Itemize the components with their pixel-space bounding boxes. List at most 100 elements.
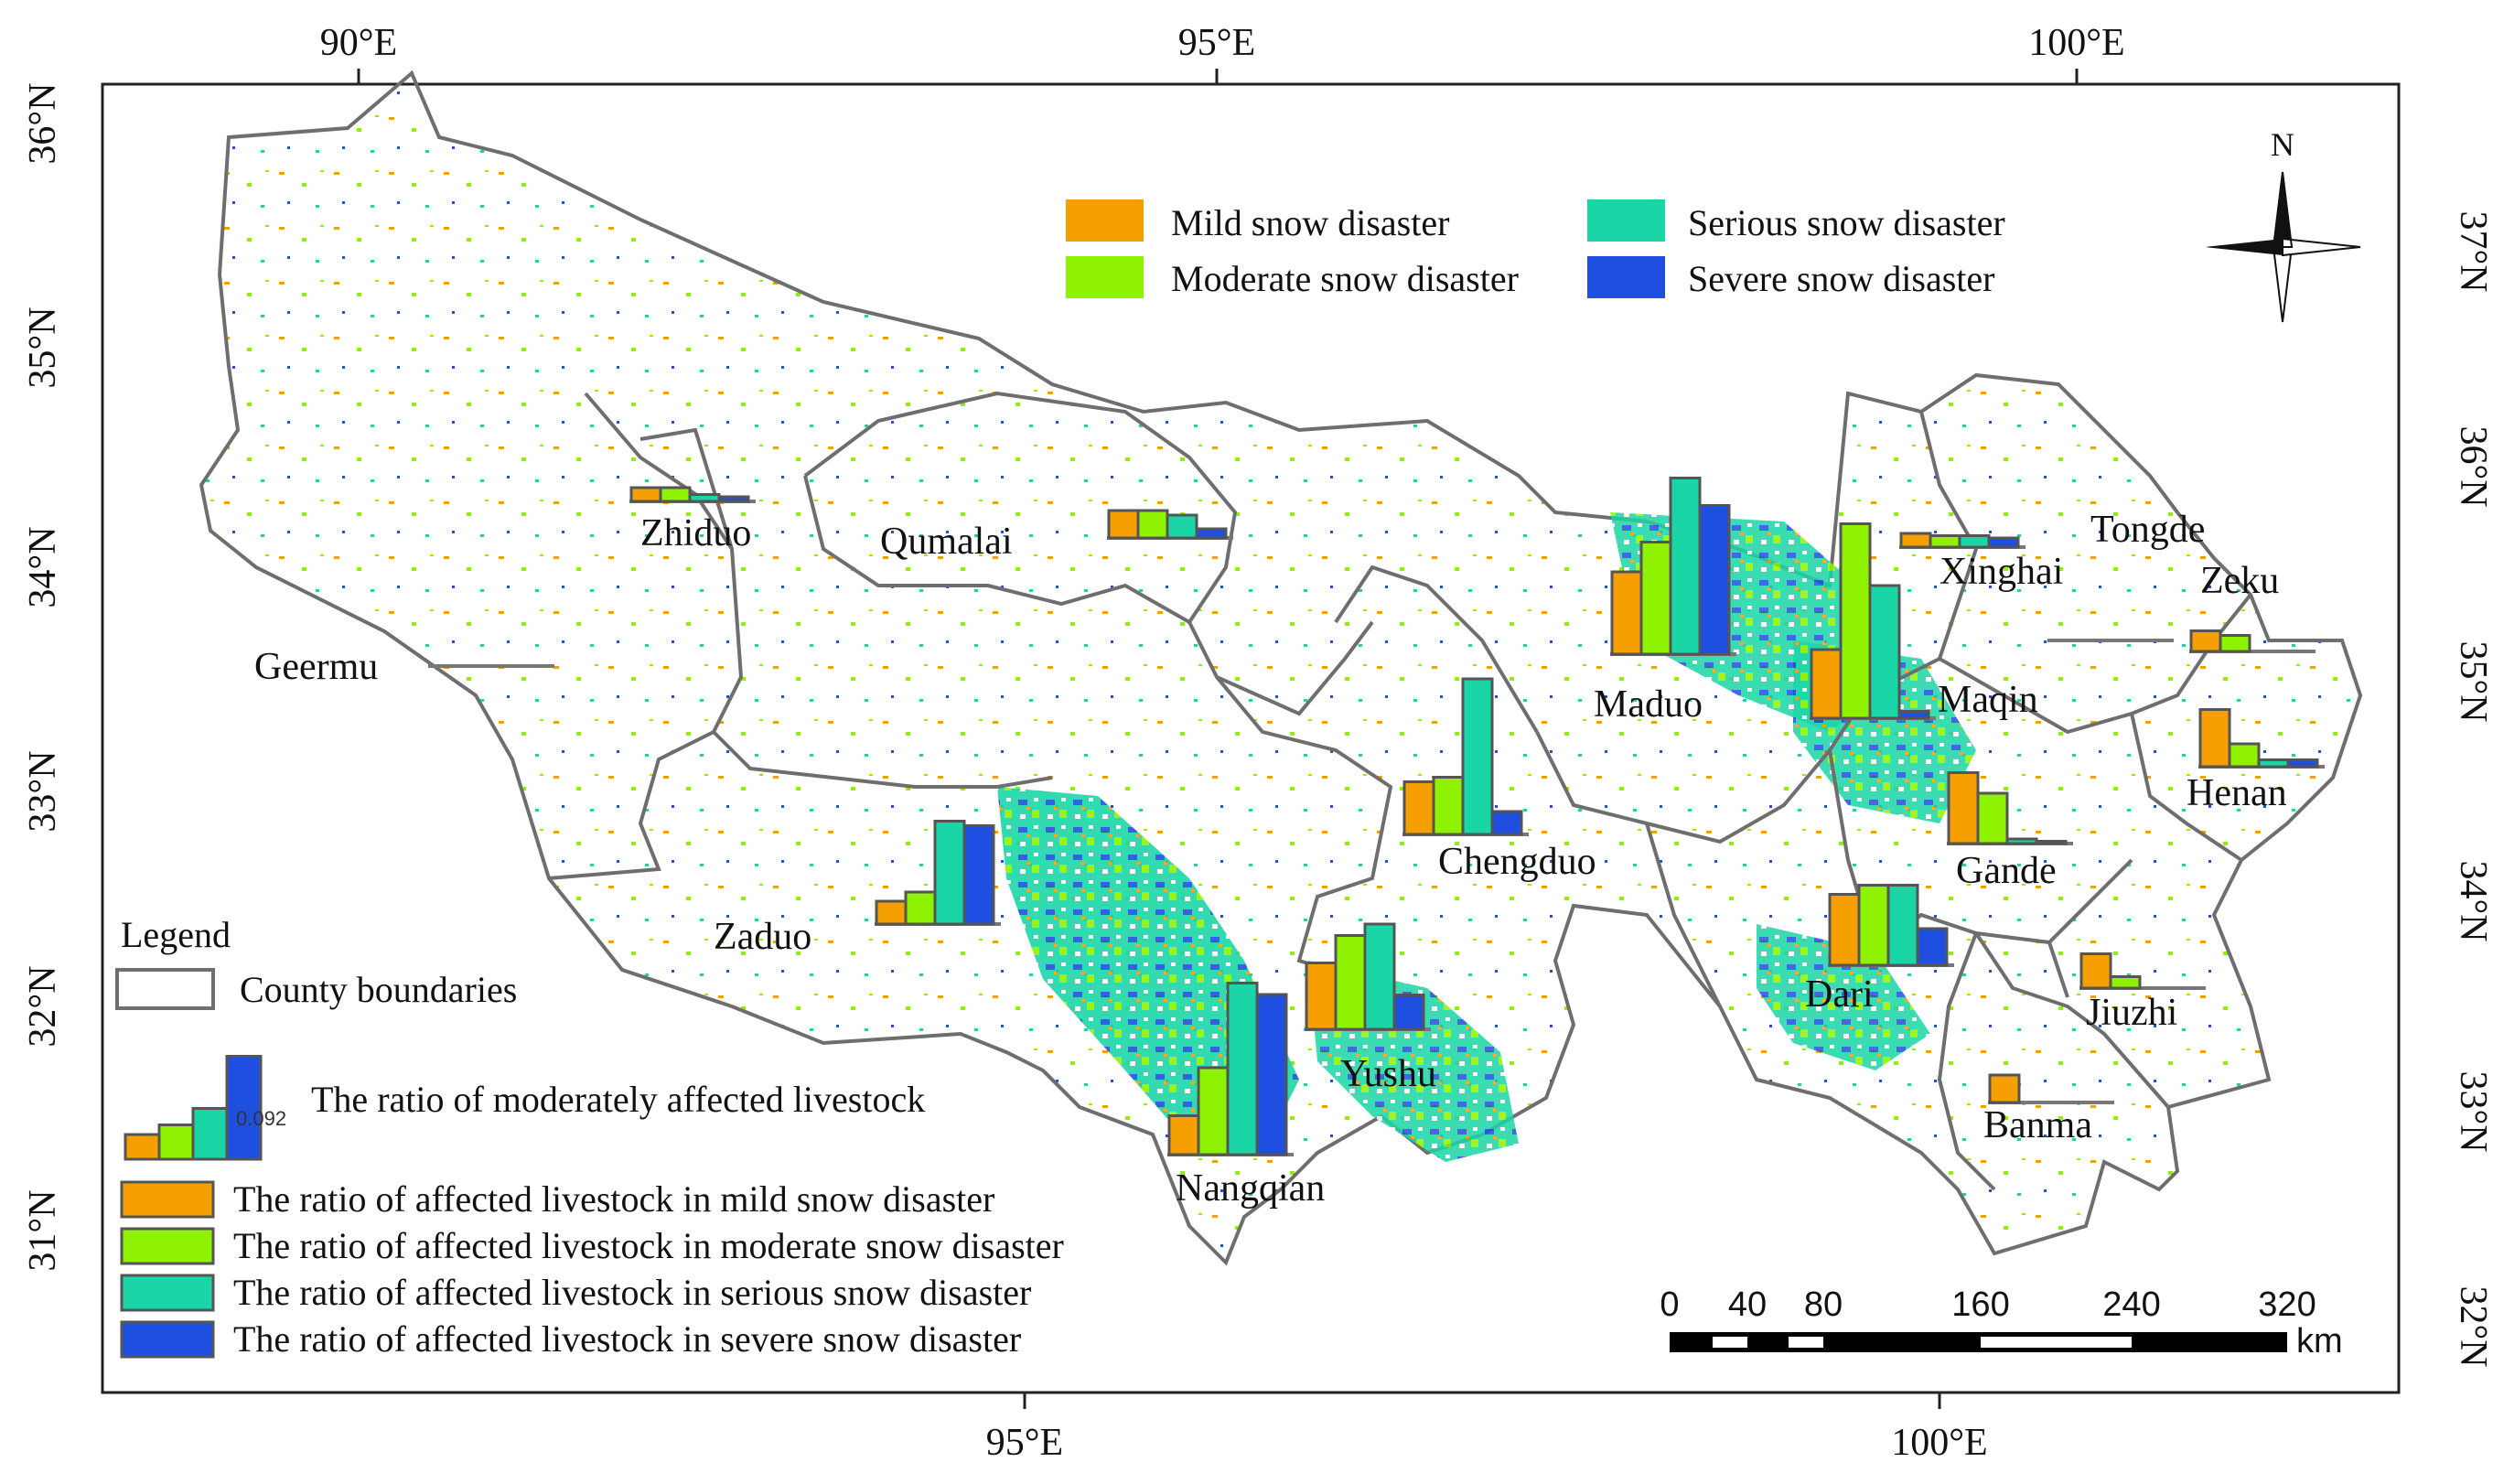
bar-qumalai-moderate (1136, 509, 1169, 540)
legend-sample-bar-severe (225, 1055, 263, 1161)
county-boundary-label: County boundaries (240, 969, 517, 1010)
bar-henan-serious (2257, 758, 2290, 769)
bar-henan-severe (2286, 758, 2319, 769)
bar-maduo-mild (1610, 570, 1643, 656)
legend-item-label-0: The ratio of affected livestock in mild … (233, 1178, 994, 1220)
snow-zone-nangqian (997, 787, 1299, 1153)
legend-item-label-3: The ratio of affected livestock in sever… (233, 1318, 1021, 1360)
tick-left-5: 31°N (22, 1189, 64, 1271)
county-chart-dari: Dari (1805, 884, 1954, 1016)
legend-item-swatch-2 (120, 1274, 215, 1312)
scale-bar: 0 40 80 160 240 320 km (1660, 1285, 2342, 1360)
bar-maduo-serious (1669, 477, 1702, 656)
county-label-henan: Henan (2187, 772, 2287, 814)
bar-xinghai-severe (1987, 536, 2020, 549)
bar-chengduo-severe (1490, 810, 1523, 836)
legend-swatch-moderate (1066, 256, 1144, 298)
lon-ticks-bottom: 95°E 100°E (986, 1393, 1988, 1464)
bar-yushu-severe (1392, 994, 1425, 1031)
bar-zaduo-serious (933, 820, 966, 926)
legend-item-swatch-3 (120, 1320, 215, 1359)
tick-right-5: 32°N (2452, 1285, 2493, 1367)
legend-label-severe: Severe snow disaster (1688, 258, 1994, 299)
bar-dari-moderate (1857, 884, 1890, 967)
county-boundaries (548, 391, 2252, 1191)
bar-gande-severe (2035, 840, 2068, 845)
bar-maqin-serious (1868, 584, 1901, 720)
bar-dari-serious (1886, 884, 1919, 967)
legend-swatch-severe (1587, 256, 1665, 298)
legend-bar-sample-text: The ratio of moderately affected livesto… (311, 1079, 925, 1120)
snow-disaster-legend: Mild snow disaster Moderate snow disaste… (1066, 199, 2005, 299)
county-chart-qumalai: Qumalai (880, 509, 1233, 563)
bar-qumalai-mild (1107, 509, 1140, 540)
bar-zhiduo-severe (717, 495, 750, 503)
bar-gande-serious (2005, 837, 2038, 845)
county-chart-nangqian: Nangqian (1167, 982, 1325, 1210)
legend-swatch-serious (1587, 199, 1665, 242)
legend-item-label-2: The ratio of affected livestock in serio… (233, 1272, 1031, 1313)
bar-chengduo-mild (1402, 780, 1435, 836)
tick-right-3: 34°N (2452, 860, 2493, 941)
tick-left-2: 34°N (22, 526, 64, 608)
tick-left-1: 35°N (22, 306, 64, 388)
north-arrow: N (2205, 126, 2361, 323)
legend-sample-bar-serious (191, 1107, 229, 1161)
bar-maqin-moderate (1839, 522, 1872, 720)
tick-left-3: 33°N (22, 750, 64, 832)
lat-ticks-right: 37°N 36°N 35°N 34°N 33°N 32°N (2452, 210, 2493, 1367)
legend-label-moderate: Moderate snow disaster (1171, 258, 1519, 299)
tick-right-1: 36°N (2452, 425, 2493, 507)
county-chart-henan: Henan (2187, 708, 2325, 814)
tick-top-1: 95°E (1178, 22, 1255, 64)
county-label-nangqian: Nangqian (1176, 1167, 1325, 1210)
county-chart-maqin: Maqin (1810, 522, 2038, 721)
bar-yushu-moderate (1334, 934, 1367, 1031)
bar-nangqian-moderate (1197, 1066, 1230, 1156)
county-chart-yushu: Yushu (1305, 922, 1436, 1095)
county-chart-zaduo: Zaduo (714, 820, 1001, 958)
bar-zhiduo-moderate (659, 486, 692, 503)
snow-zone-chengduo (1372, 567, 1555, 750)
county-chart-chengduo: Chengduo (1402, 677, 1596, 883)
bar-nangqian-mild (1167, 1114, 1200, 1156)
bar-chengduo-serious (1461, 677, 1494, 836)
tick-left-4: 32°N (22, 965, 64, 1047)
legend-bar-value: 0.092 (236, 1107, 286, 1130)
county-chart-zeku: Zeku (2189, 560, 2316, 653)
county-label-xinghai: Xinghai (1940, 551, 2063, 593)
county-label-chengduo: Chengduo (1438, 841, 1596, 883)
bar-yushu-serious (1363, 922, 1396, 1031)
county-charts: Zhiduo Qumalai Geermu Zaduo Chengduo Nangqian… (254, 477, 2325, 1210)
legend-label-serious: Serious snow disaster (1688, 202, 2005, 243)
bar-chengduo-moderate (1432, 776, 1465, 836)
tick-right-4: 33°N (2452, 1070, 2493, 1152)
county-label-dari: Dari (1805, 973, 1874, 1016)
bar-yushu-mild (1305, 962, 1338, 1031)
bar-zaduo-mild (875, 899, 908, 926)
legend-item-swatch-1 (120, 1227, 215, 1265)
bottom-legend: Legend County boundaries 0.092 The ratio… (115, 914, 1064, 1360)
scale-tick-0: 0 (1660, 1285, 1679, 1324)
legend-sample-bars (124, 1055, 263, 1161)
bar-nangqian-serious (1226, 982, 1259, 1156)
county-label-zaduo: Zaduo (714, 916, 811, 958)
county-chart-tongde: Tongde (2047, 509, 2205, 642)
bar-zaduo-moderate (904, 890, 937, 926)
bar-zhiduo-serious (688, 493, 721, 503)
bar-nangqian-severe (1255, 993, 1288, 1156)
county-chart-jiuzhi: Jiuzhi (2079, 952, 2206, 1034)
county-label-jiuzhi: Jiuzhi (2086, 992, 2177, 1034)
county-label-geermu: Geermu (254, 646, 378, 688)
legend-sample-bar-mild (124, 1133, 161, 1161)
bar-jiuzhi-mild (2079, 952, 2112, 990)
county-chart-maduo: Maduo (1594, 477, 1736, 726)
bar-banma-mild (1988, 1073, 2021, 1104)
lon-ticks-top: 90°E 95°E 100°E (320, 22, 2125, 84)
county-label-yushu: Yushu (1340, 1053, 1436, 1095)
county-chart-gande: Gande (1947, 771, 2073, 892)
bar-maqin-severe (1897, 710, 1930, 720)
map-frame (101, 82, 2401, 1394)
tick-right-2: 35°N (2452, 640, 2493, 722)
